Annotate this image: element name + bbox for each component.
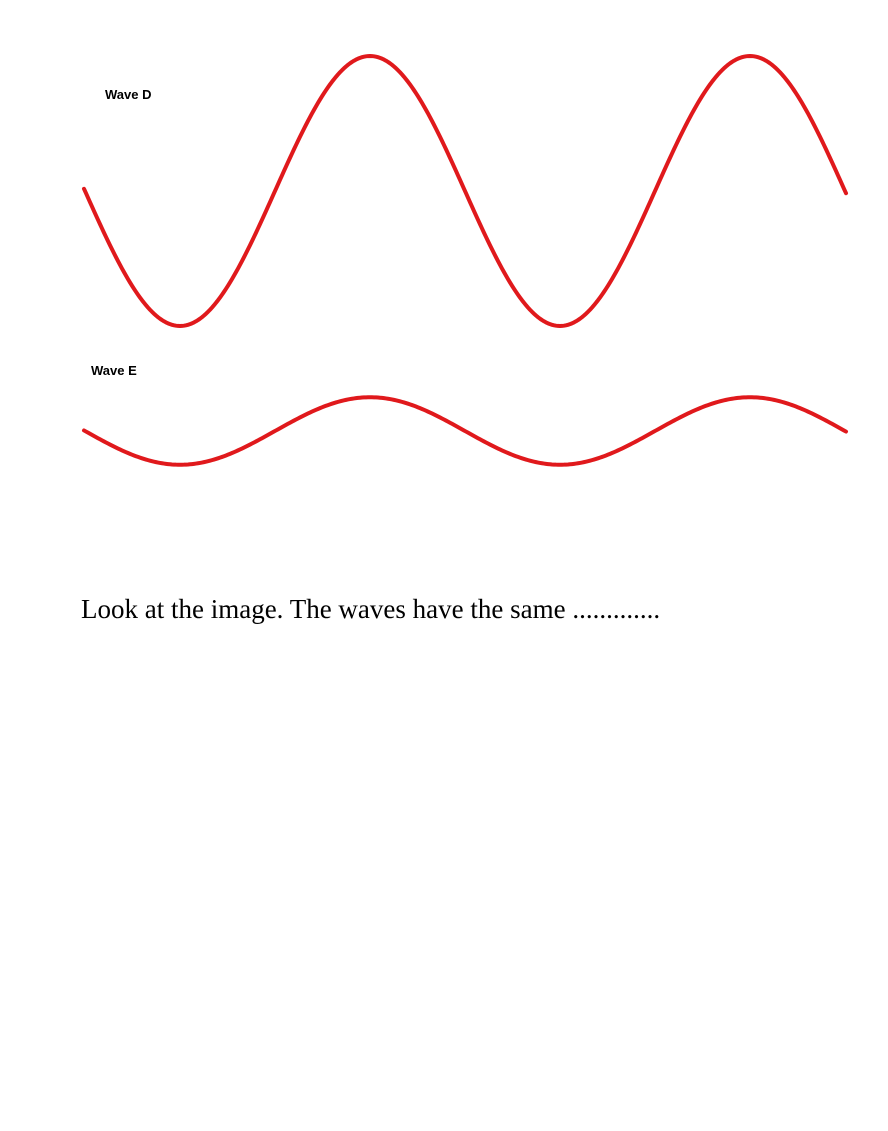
wave-e-curve [82, 395, 848, 467]
wave-figure: Wave D Wave E [82, 54, 848, 467]
wave-e-label: Wave E [91, 363, 137, 378]
wave-d-curve [82, 54, 848, 328]
question-text: Look at the image. The waves have the sa… [81, 594, 661, 624]
wave-d-label: Wave D [105, 87, 151, 102]
